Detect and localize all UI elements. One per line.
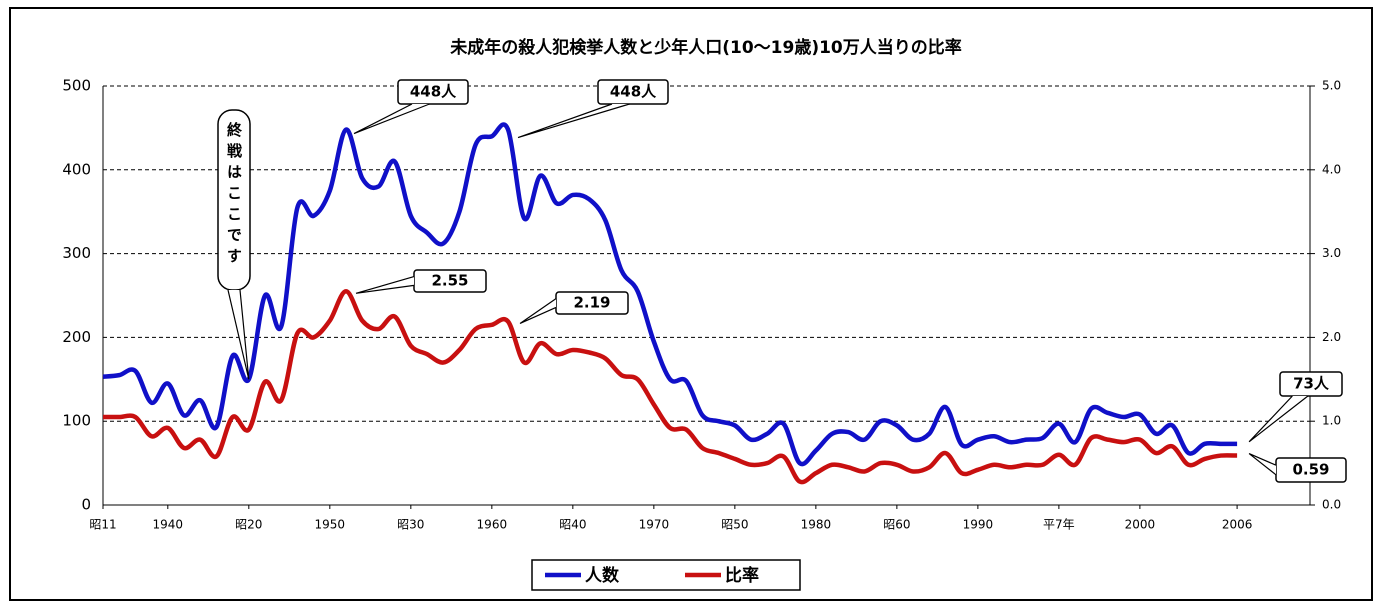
callout: 73人: [1248, 371, 1343, 443]
frame: [9, 7, 1373, 601]
legend-label: 人数: [585, 565, 620, 586]
y2-tick-label: 4.0: [1322, 162, 1341, 176]
x-tick-label: 昭30: [397, 518, 424, 532]
callout-label: 73人: [1293, 375, 1330, 393]
y-tick-label: 100: [62, 412, 91, 430]
callout-label: 2.55: [431, 272, 468, 290]
x-tick-label: 昭11: [89, 518, 116, 532]
series-line: [102, 122, 1238, 467]
callout: 448人: [353, 79, 469, 135]
callout-label: 0.59: [1292, 461, 1329, 479]
y-tick-label: 400: [62, 160, 91, 178]
callout: 0.59: [1248, 453, 1347, 483]
y2-tick-label: 2.0: [1322, 330, 1341, 344]
x-tick-label: 1950: [315, 518, 346, 532]
callout-pointer: [353, 103, 430, 135]
callout-label: 448人: [610, 83, 657, 101]
callout-pointer: [355, 276, 415, 294]
x-tick-label: 1940: [153, 518, 184, 532]
x-tick-label: 平7年: [1043, 518, 1075, 532]
x-tick-label: 1970: [639, 518, 670, 532]
y2-tick-label: 1.0: [1322, 414, 1341, 428]
callout-pointer: [227, 289, 250, 380]
y-tick-label: 200: [62, 328, 91, 346]
x-tick-label: 昭50: [721, 518, 748, 532]
y2-tick-label: 5.0: [1322, 79, 1341, 93]
callout-box: [597, 79, 669, 105]
callout: 2.19: [519, 291, 629, 325]
callout-box: [397, 79, 469, 105]
y-tick-label: 300: [62, 244, 91, 262]
y2-tick-label: 0.0: [1322, 498, 1341, 512]
callout-pointer: [517, 103, 630, 139]
x-tick-label: 2006: [1222, 518, 1253, 532]
callout-box: [1279, 371, 1343, 397]
x-tick-label: 1960: [477, 518, 508, 532]
y2-tick-label: 3.0: [1322, 246, 1341, 260]
callout-pointer: [1248, 453, 1277, 476]
callout: 2.55: [355, 269, 487, 294]
chart-title: 未成年の殺人犯検挙人数と少年人口(10〜19歳)10万人当りの比率: [449, 37, 962, 58]
x-tick-label: 昭40: [559, 518, 586, 532]
callout: 448人: [517, 79, 669, 139]
x-tick-label: 昭20: [235, 518, 262, 532]
y-tick-label: 500: [62, 77, 91, 95]
callout-pointer: [1248, 395, 1309, 443]
callout-label: 448人: [410, 83, 457, 101]
callout-label: 終戦はここです: [225, 121, 243, 269]
legend-label: 比率: [725, 565, 759, 586]
series-line: [102, 289, 1238, 485]
x-tick-label: 2000: [1125, 518, 1156, 532]
y-tick-label: 0: [81, 496, 91, 514]
callout-label: 2.19: [573, 294, 610, 312]
callout-pointer: [519, 298, 557, 325]
x-tick-label: 1990: [963, 518, 994, 532]
x-tick-label: 昭60: [883, 518, 910, 532]
callout: 終戦はここです: [217, 109, 251, 380]
x-tick-label: 1980: [801, 518, 832, 532]
